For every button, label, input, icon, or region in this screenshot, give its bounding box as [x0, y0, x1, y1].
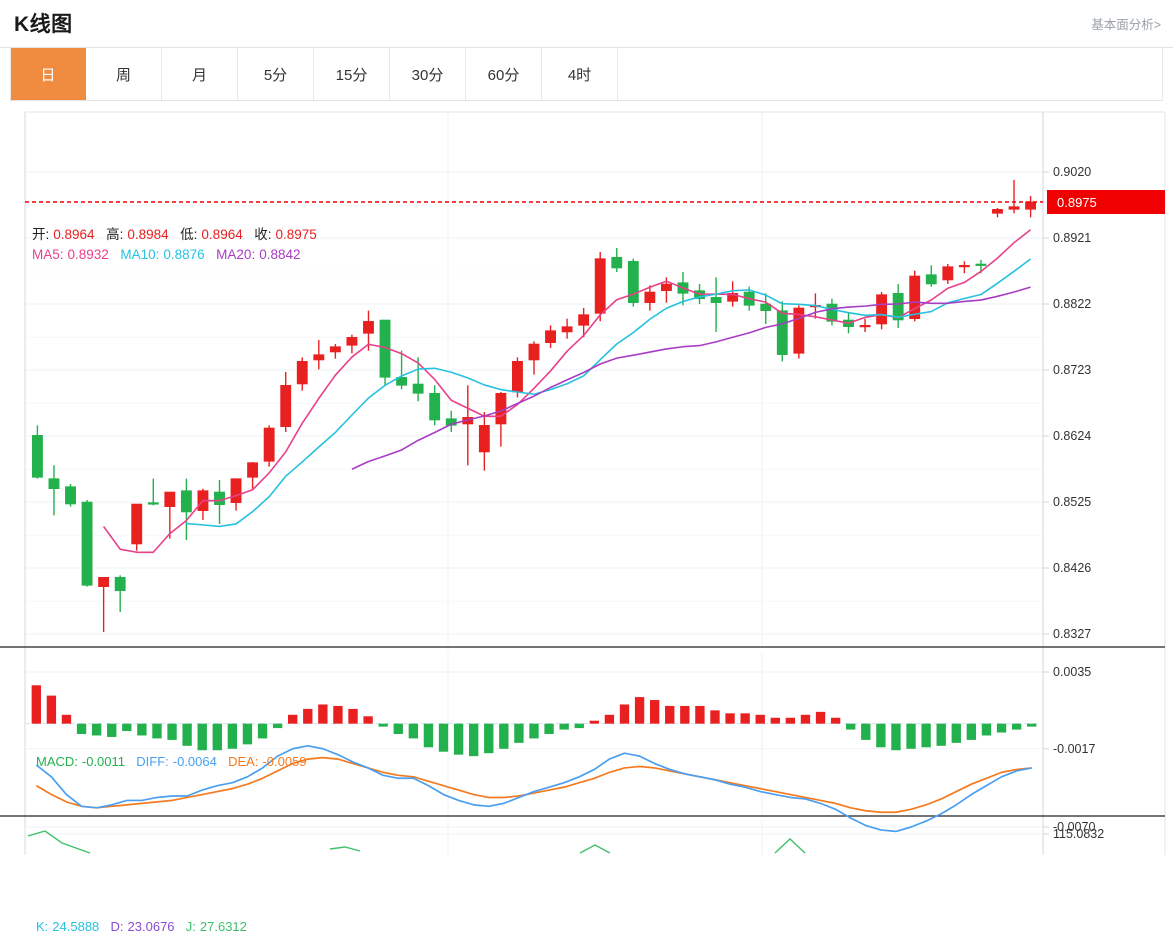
- ma20-label: MA20:: [216, 247, 256, 262]
- svg-text:0.8624: 0.8624: [1053, 429, 1091, 443]
- k-value: 24.5888: [52, 919, 100, 934]
- j-value: 27.6312: [199, 919, 247, 934]
- ma5-value: 0.8932: [67, 247, 109, 262]
- dea-value: -0.0059: [262, 754, 307, 769]
- diff-value: -0.0064: [172, 754, 217, 769]
- ohlc-legend: 开: 0.8964 高: 0.8984 低: 0.8964 收: 0.8975: [32, 223, 321, 243]
- tab-month[interactable]: 月: [162, 48, 238, 100]
- low-value: 0.8964: [201, 227, 243, 242]
- open-label: 开:: [32, 227, 50, 242]
- macd-legend: MACD: -0.0011 DIFF: -0.0064 DEA: -0.0059: [36, 754, 311, 769]
- open-value: 0.8964: [53, 227, 95, 242]
- svg-text:0.8525: 0.8525: [1053, 495, 1091, 509]
- diff-label: DIFF:: [136, 754, 169, 769]
- k-label: K:: [36, 919, 49, 934]
- ma20-value: 0.8842: [259, 247, 301, 262]
- macd-value: -0.0011: [81, 754, 126, 769]
- svg-text:0.8975: 0.8975: [1057, 195, 1097, 210]
- tab-15min[interactable]: 15分: [314, 48, 390, 100]
- chart-area[interactable]: 0.9020 0.8921 0.8822 0.8723 0.8624 0.8525 0.84…: [0, 101, 1173, 934]
- timeframe-tabbar: 日 周 月 5分 15分 30分 60分 4时: [10, 48, 1163, 101]
- j-label: J:: [185, 919, 196, 934]
- svg-text:-0.0017: -0.0017: [1053, 742, 1095, 756]
- tab-4hour[interactable]: 4时: [542, 48, 618, 100]
- tabbar-filler: [618, 48, 1163, 100]
- close-label: 收:: [254, 227, 272, 242]
- ma5-label: MA5:: [32, 247, 64, 262]
- tab-5min[interactable]: 5分: [238, 48, 314, 100]
- ma-legend: MA5: 0.8932 MA10: 0.8876 MA20: 0.8842: [32, 247, 305, 262]
- svg-text:0.8426: 0.8426: [1053, 561, 1091, 575]
- svg-text:0.0035: 0.0035: [1053, 665, 1091, 679]
- page-header: K线图 基本面分析>: [0, 0, 1173, 48]
- tab-30min[interactable]: 30分: [390, 48, 466, 100]
- tab-day[interactable]: 日: [10, 48, 86, 100]
- kline-svg[interactable]: 0.9020 0.8921 0.8822 0.8723 0.8624 0.8525 0.84…: [0, 101, 1173, 855]
- svg-text:0.8327: 0.8327: [1053, 627, 1091, 641]
- svg-text:115.0832: 115.0832: [1053, 827, 1104, 841]
- high-value: 0.8984: [127, 227, 169, 242]
- tab-week[interactable]: 周: [86, 48, 162, 100]
- macd-label: MACD:: [36, 754, 78, 769]
- svg-text:-0.0070: -0.0070: [1053, 820, 1095, 834]
- low-label: 低:: [180, 227, 198, 242]
- d-label: D:: [110, 919, 124, 934]
- close-value: 0.8975: [275, 227, 317, 242]
- tab-60min[interactable]: 60分: [466, 48, 542, 100]
- svg-text:0.8921: 0.8921: [1053, 231, 1091, 245]
- svg-text:0.8822: 0.8822: [1053, 297, 1091, 311]
- kdj-legend: K: 24.5888 D: 23.0676 J: 27.6312: [36, 919, 251, 934]
- d-value: 23.0676: [127, 919, 175, 934]
- fundamental-analysis-link[interactable]: 基本面分析>: [1091, 18, 1161, 32]
- svg-text:0.8723: 0.8723: [1053, 363, 1091, 377]
- ma10-value: 0.8876: [163, 247, 205, 262]
- page-title: K线图: [14, 13, 73, 36]
- svg-text:0.9020: 0.9020: [1053, 165, 1091, 179]
- dea-label: DEA:: [228, 754, 259, 769]
- high-label: 高:: [106, 227, 124, 242]
- ma10-label: MA10:: [120, 247, 160, 262]
